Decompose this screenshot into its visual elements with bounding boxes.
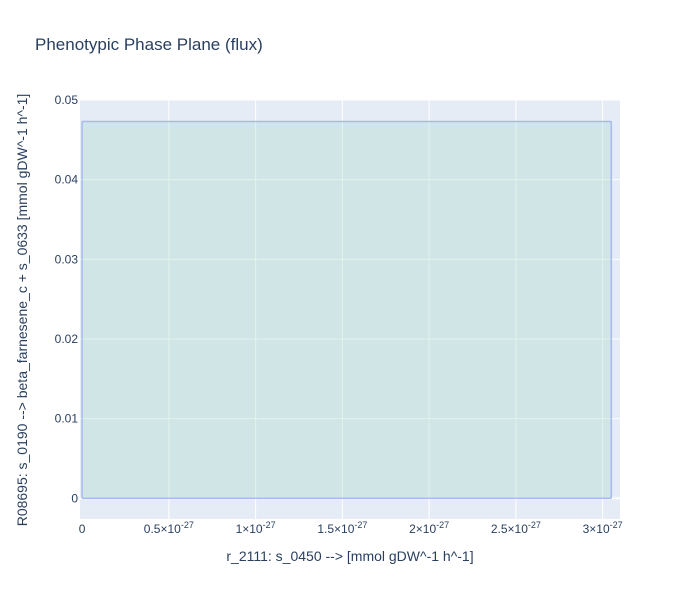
x-tick-label: 0.5×10-27 [144, 520, 194, 536]
x-axis-title: r_2111: s_0450 --> [mmol gDW^-1 h^-1] [226, 548, 473, 564]
chart-title: Phenotypic Phase Plane (flux) [35, 35, 263, 54]
x-tick-label: 0 [79, 522, 86, 536]
x-axis-ticks: 0 0.5×10-27 1×10-27 1.5×10-27 2×10-27 2.5×10-… [79, 520, 623, 536]
x-tick-label: 2×10-27 [409, 520, 449, 536]
y-tick-label: 0.01 [55, 412, 79, 426]
x-tick-label: 2.5×10-27 [491, 520, 541, 536]
y-tick-label: 0 [71, 491, 78, 505]
region-fill [82, 121, 612, 499]
x-tick-label: 3×10-27 [583, 520, 623, 536]
y-tick-label: 0.02 [55, 332, 79, 346]
x-tick-label: 1.5×10-27 [317, 520, 367, 536]
y-axis-ticks: 0 0.01 0.02 0.03 0.04 0.05 [55, 93, 79, 505]
y-tick-label: 0.05 [55, 93, 79, 107]
y-tick-label: 0.03 [55, 252, 79, 266]
x-tick-label: 1×10-27 [236, 520, 276, 536]
y-tick-label: 0.04 [55, 173, 79, 187]
y-axis-title: R08695: s_0190 --> beta_farnesene_c + s_… [14, 94, 30, 527]
plot-area [80, 100, 620, 519]
feasible-region [81, 120, 613, 500]
